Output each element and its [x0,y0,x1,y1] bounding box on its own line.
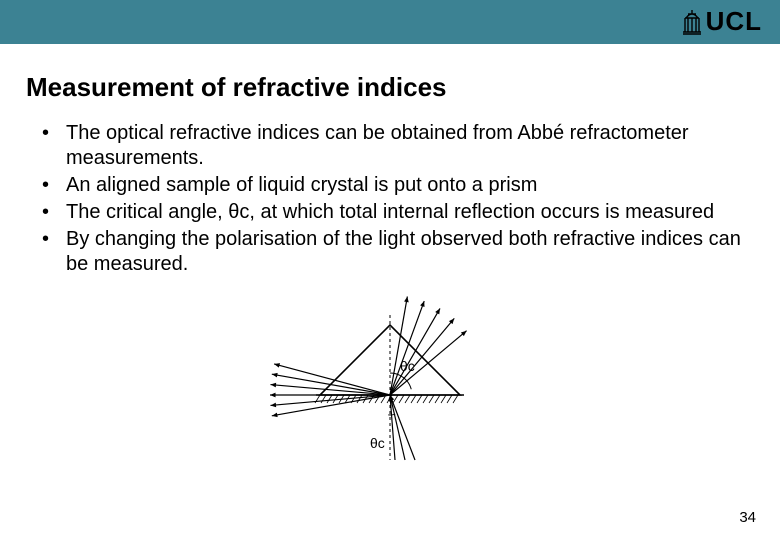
bullet-item: The critical angle, θc, at which total i… [42,200,754,225]
header-bar: UCL [0,0,780,44]
refraction-diagram: θc θc [260,285,520,465]
page-title: Measurement of refractive indices [0,44,780,121]
diagram-container: θc θc [0,285,780,465]
bullet-list: The optical refractive indices can be ob… [0,121,780,277]
bullet-item: The optical refractive indices can be ob… [42,121,754,171]
bullet-item: By changing the polarisation of the ligh… [42,227,754,277]
logo-text: UCL [706,6,762,37]
logo-dome-icon [682,8,702,36]
logo: UCL [682,6,762,37]
svg-text:θc: θc [400,358,415,374]
svg-text:θc: θc [370,435,385,451]
bullet-item: An aligned sample of liquid crystal is p… [42,173,754,198]
page-number: 34 [739,509,756,526]
